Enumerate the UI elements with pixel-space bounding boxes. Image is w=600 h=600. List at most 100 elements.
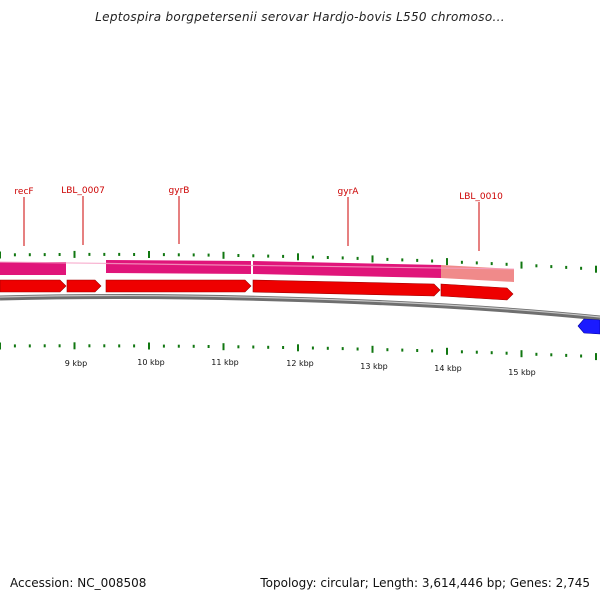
upper-tick-minor <box>118 252 121 256</box>
gene-band-segment-2[interactable] <box>106 260 251 274</box>
upper-tick-major <box>595 265 597 273</box>
upper-tick-minor <box>252 254 255 258</box>
upper-tick-minor <box>282 254 285 258</box>
upper-tick-minor <box>535 264 538 268</box>
upper-tick-major <box>297 253 299 261</box>
upper-tick-minor <box>267 254 270 258</box>
scale-label-9kbp: 9 kbp <box>65 359 87 368</box>
genome-backbone-highlight <box>0 295 600 318</box>
upper-tick-minor <box>580 266 583 270</box>
lower-tick-major <box>297 344 299 352</box>
upper-tick-minor <box>565 265 568 269</box>
gene-label-LBL_0010[interactable]: LBL_0010 <box>459 192 503 202</box>
lower-tick-minor <box>43 344 46 348</box>
lower-tick-major <box>222 343 225 351</box>
lower-tick-minor <box>207 345 210 348</box>
upper-tick-minor <box>43 253 46 257</box>
lower-tick-minor <box>475 350 478 354</box>
lower-tick-minor <box>252 345 255 349</box>
upper-tick-minor <box>386 257 389 261</box>
upper-tick-minor <box>162 253 165 257</box>
upper-tick-minor <box>490 262 493 266</box>
scale-labels: 9 kbp 10 kbp 11 kbp 12 kbp 13 kbp 14 kbp… <box>65 358 536 377</box>
lower-tick-minor <box>282 346 285 349</box>
scale-label-14kbp: 14 kbp <box>434 364 462 373</box>
upper-tick-minor <box>431 259 434 263</box>
lower-tick-minor <box>386 348 389 352</box>
lower-tick-minor <box>311 346 314 350</box>
scale-label-13kbp: 13 kbp <box>360 362 388 371</box>
scale-ticks-lower <box>0 342 597 361</box>
lower-tick-major <box>595 353 597 361</box>
upper-tick-minor <box>237 254 240 257</box>
reverse-strand-feature[interactable] <box>577 318 600 335</box>
upper-tick-major <box>222 251 225 259</box>
lower-tick-minor <box>267 345 270 349</box>
upper-tick-minor <box>133 253 136 256</box>
lower-tick-major <box>148 342 150 350</box>
upper-tick-minor <box>207 253 210 257</box>
lower-tick-minor <box>431 349 434 353</box>
upper-tick-minor <box>13 253 16 257</box>
upper-tick-minor <box>192 253 195 257</box>
lower-tick-minor <box>133 344 136 348</box>
cds-arrow-gyrB[interactable] <box>105 279 252 293</box>
gene-band-segment-4[interactable] <box>441 265 514 282</box>
lower-tick-minor <box>580 354 583 358</box>
lower-tick-minor <box>341 347 344 351</box>
upper-tick-minor <box>58 253 61 256</box>
upper-tick-minor <box>326 256 329 259</box>
upper-tick-major <box>520 261 523 269</box>
upper-tick-minor <box>88 252 91 256</box>
cds-arrow-recF[interactable] <box>0 279 67 293</box>
lower-tick-minor <box>550 353 553 357</box>
cds-arrow-LBL_0010[interactable] <box>440 283 514 301</box>
scale-label-12kbp: 12 kbp <box>286 359 314 368</box>
lower-tick-major <box>73 342 76 350</box>
map-title: Leptospira borgpetersenii serovar Hardjo… <box>95 10 505 24</box>
lower-tick-minor <box>192 344 195 348</box>
lower-tick-minor <box>490 351 493 355</box>
lower-tick-minor <box>356 347 359 351</box>
upper-tick-minor <box>356 256 359 260</box>
lower-tick-major <box>446 347 448 355</box>
lower-tick-minor <box>460 350 463 354</box>
lower-tick-minor <box>565 353 568 357</box>
upper-tick-minor <box>475 261 478 265</box>
upper-tick-minor <box>311 255 314 259</box>
lower-tick-minor <box>13 344 16 348</box>
upper-tick-minor <box>177 253 180 257</box>
scale-label-15kbp: 15 kbp <box>508 368 536 377</box>
gene-label-leaders <box>23 196 480 251</box>
cds-arrow-LBL_0007[interactable] <box>66 279 102 293</box>
gene-label-recF[interactable]: recF <box>14 187 33 197</box>
genome-stats: Topology: circular; Length: 3,614,446 bp… <box>260 576 590 590</box>
upper-tick-minor <box>550 265 553 269</box>
upper-tick-minor <box>28 253 31 257</box>
upper-tick-major <box>73 250 76 258</box>
scale-ticks-upper <box>0 250 597 273</box>
lower-tick-minor <box>416 349 419 352</box>
lower-tick-minor <box>177 344 180 348</box>
upper-tick-minor <box>103 252 106 256</box>
accession-label: Accession: NC_008508 <box>10 576 147 590</box>
gene-label-gyrB[interactable]: gyrB <box>169 186 190 196</box>
upper-tick-minor <box>505 262 508 266</box>
gene-label-gyrA[interactable]: gyrA <box>338 187 360 197</box>
gene-label-LBL_0007[interactable]: LBL_0007 <box>61 186 105 196</box>
upper-tick-major <box>0 251 1 259</box>
lower-tick-minor <box>118 344 121 348</box>
cds-arrow-gyrA[interactable] <box>252 279 441 297</box>
upper-tick-minor <box>416 258 419 262</box>
upper-tick-minor <box>460 260 463 264</box>
gene-band-segment-3[interactable] <box>253 261 441 278</box>
gene-labels: recF LBL_0007 gyrB gyrA LBL_0010 <box>14 186 503 202</box>
gene-band-segment-1[interactable] <box>0 262 66 275</box>
lower-tick-minor <box>28 344 31 348</box>
lower-tick-minor <box>237 345 240 349</box>
lower-tick-minor <box>162 344 165 348</box>
lower-tick-minor <box>326 346 329 350</box>
upper-tick-major <box>371 255 374 263</box>
lower-tick-major <box>371 345 374 353</box>
